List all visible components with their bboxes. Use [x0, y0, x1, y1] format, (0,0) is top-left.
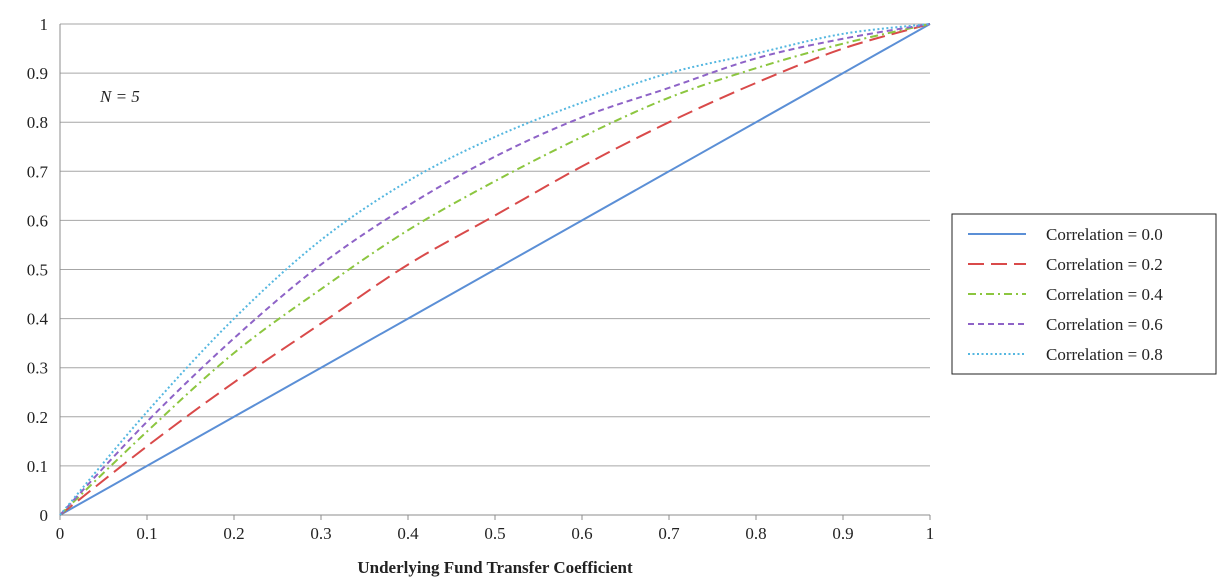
x-tick-label: 0: [56, 524, 65, 543]
legend-label: Correlation = 0.4: [1046, 285, 1163, 304]
y-tick-label: 1: [40, 15, 49, 34]
x-tick-label: 0.7: [658, 524, 680, 543]
x-tick-label: 0.8: [745, 524, 766, 543]
y-tick-label: 0.8: [27, 113, 48, 132]
y-tick-label: 0.4: [27, 310, 49, 329]
x-tick-label: 0.3: [310, 524, 331, 543]
series-line-4: [59, 23, 931, 516]
y-tick-label: 0.7: [27, 162, 49, 181]
series-line-1: [59, 23, 931, 516]
y-tick-label: 0: [40, 506, 49, 525]
y-tick-label: 0.2: [27, 408, 48, 427]
x-tick-label: 1: [926, 524, 935, 543]
axes: [59, 24, 931, 520]
legend-label: Correlation = 0.0: [1046, 225, 1163, 244]
legend-label: Correlation = 0.6: [1046, 315, 1163, 334]
y-tick-label: 0.3: [27, 359, 48, 378]
x-tick-label: 0.9: [832, 524, 853, 543]
y-tick-label: 0.6: [27, 211, 48, 230]
x-tick-label: 0.5: [484, 524, 505, 543]
y-tick-label: 0.9: [27, 64, 48, 83]
tick-labels: 0 0.1 0.2 0.3 0.4 0.5 0.6 0.7 0.8 0.9 1 0 0.1 0.2 0.3 0…: [27, 15, 935, 543]
series-line-0: [59, 23, 931, 516]
n-annotation: N = 5: [99, 87, 140, 106]
legend: Correlation = 0.0 Correlation = 0.2 Correl…: [951, 213, 1217, 375]
legend-label: Correlation = 0.2: [1046, 255, 1163, 274]
legend-box: [951, 213, 1217, 375]
x-axis-title: Underlying Fund Transfer Coefficient: [357, 558, 633, 577]
series-line-2: [59, 23, 931, 516]
x-tick-label: 0.2: [223, 524, 244, 543]
y-tick-label: 0.5: [27, 261, 48, 280]
x-tick-label: 0.1: [136, 524, 157, 543]
legend-label: Correlation = 0.8: [1046, 345, 1163, 364]
x-tick-label: 0.6: [571, 524, 592, 543]
x-tick-label: 0.4: [397, 524, 419, 543]
series-line-3: [59, 23, 931, 516]
series-lines: [59, 23, 931, 516]
gridlines: [60, 23, 930, 467]
y-tick-label: 0.1: [27, 457, 48, 476]
